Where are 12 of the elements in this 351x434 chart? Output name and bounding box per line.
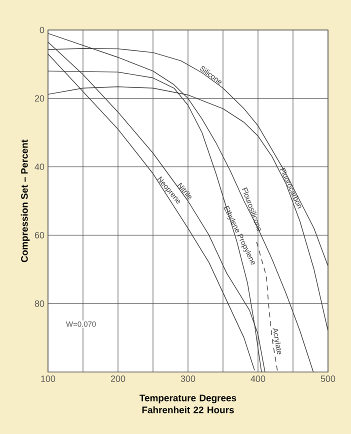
y-axis-title: Compression Set – Percent: [20, 140, 30, 262]
y-tick-label: 20: [34, 95, 44, 102]
y-tick-label: 0: [40, 26, 44, 34]
x-tick-label: 400: [250, 376, 266, 382]
x-axis-title: Temperature Degrees Fahrenheit 22 Hours: [140, 394, 236, 414]
x-tick-label: 200: [110, 376, 126, 382]
y-tick-label: 40: [34, 164, 44, 170]
y-tick-label: 60: [34, 232, 44, 238]
x-tick-label: 300: [180, 376, 196, 382]
y-tick-label: 80: [34, 300, 44, 307]
x-tick-label: 500: [320, 376, 336, 382]
x-tick-label: 100: [41, 376, 56, 382]
